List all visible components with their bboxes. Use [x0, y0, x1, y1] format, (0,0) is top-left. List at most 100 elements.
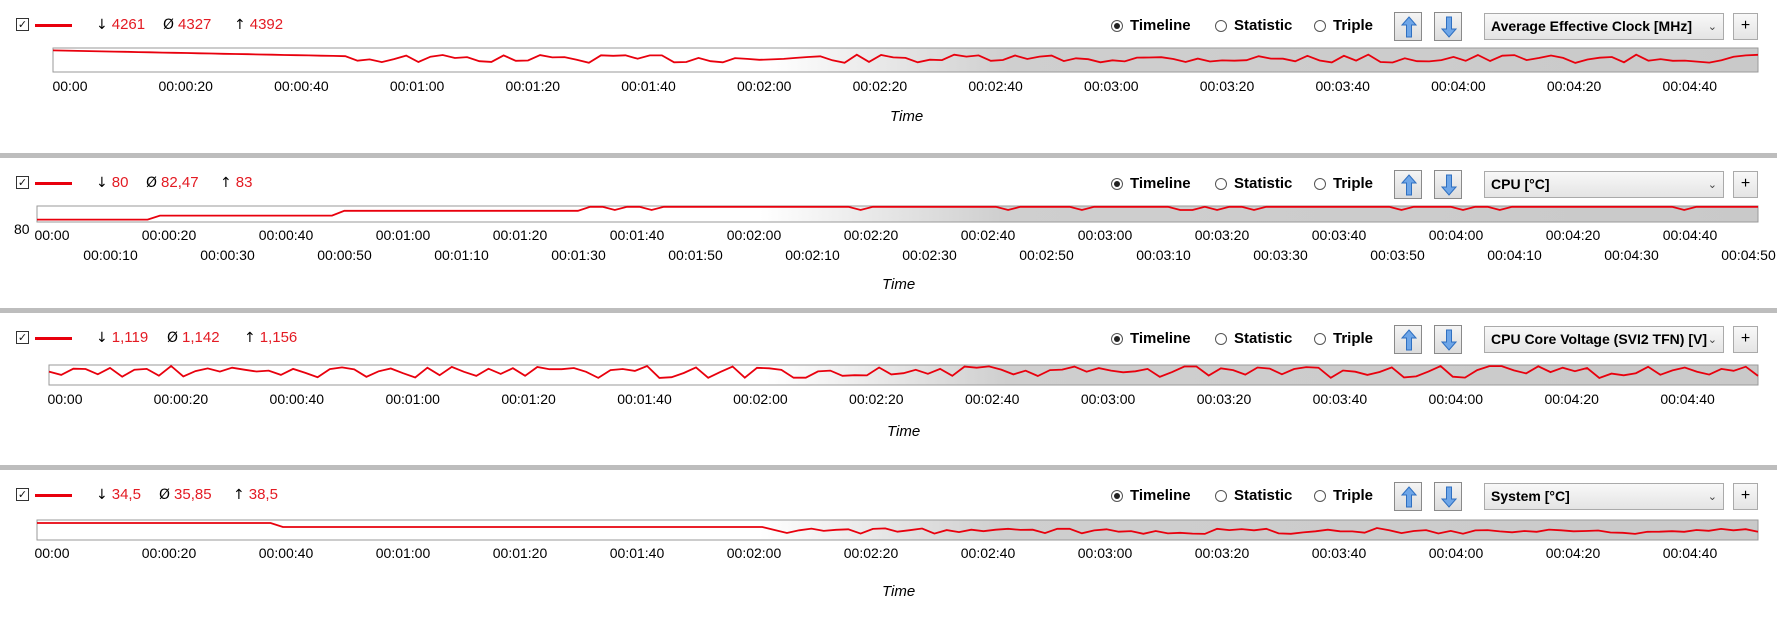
max-value: ↑ 4392: [234, 16, 284, 33]
x-tick-label-alt: 00:04:10: [1487, 247, 1542, 263]
move-down-button[interactable]: [1434, 12, 1462, 41]
panel-separator[interactable]: [0, 153, 1777, 158]
sensor-select[interactable]: CPU Core Voltage (SVI2 TFN) [V] ⌄: [1484, 326, 1724, 353]
radio-timeline[interactable]: Timeline: [1111, 487, 1191, 504]
sensor-select[interactable]: CPU [°C] ⌄: [1484, 171, 1724, 198]
x-tick-label: 00:02:00: [727, 227, 782, 243]
radio-timeline[interactable]: Timeline: [1111, 175, 1191, 192]
x-tick-label-alt: 00:04:30: [1604, 247, 1659, 263]
radio-statistic[interactable]: Statistic: [1215, 487, 1292, 504]
x-tick-label: 00:03:20: [1195, 227, 1250, 243]
x-tick-label-alt: 00:00:50: [317, 247, 372, 263]
max-arrow-icon: ↑: [233, 487, 245, 503]
plot-area[interactable]: [36, 519, 1759, 541]
x-tick-label: 00:00: [34, 545, 69, 561]
min-arrow-icon: ↓: [96, 17, 108, 33]
x-tick-label: 00:01:20: [493, 545, 548, 561]
series-line: [37, 522, 1759, 535]
radio-timeline[interactable]: Timeline: [1111, 330, 1191, 347]
x-tick-label: 00:04:00: [1429, 391, 1484, 407]
x-tick-label: 00:03:40: [1313, 391, 1368, 407]
move-up-button[interactable]: [1394, 12, 1422, 41]
move-up-button[interactable]: [1394, 170, 1422, 199]
x-tick-label: 00:01:00: [376, 227, 431, 243]
graph-panel-clock: ✓ ↓ 4261 Ø 4327 ↑ 4392 Timeline Statistic T…: [0, 0, 1777, 153]
max-value: ↑ 83: [220, 174, 253, 191]
x-tick-label-alt: 00:01:50: [668, 247, 723, 263]
x-axis-title: Time: [882, 276, 916, 293]
arrow-up-icon: [1401, 486, 1417, 508]
x-tick-label: 00:04:00: [1429, 227, 1484, 243]
max-arrow-icon: ↑: [234, 17, 246, 33]
visibility-checkbox[interactable]: ✓: [16, 488, 29, 501]
x-tick-label: 00:03:40: [1315, 78, 1370, 94]
x-tick-label: 00:03:40: [1312, 545, 1367, 561]
x-tick-label-alt: 00:04:50: [1721, 247, 1776, 263]
move-down-button[interactable]: [1434, 482, 1462, 511]
radio-triple[interactable]: Triple: [1314, 17, 1373, 34]
x-tick-label: 00:02:40: [965, 391, 1020, 407]
sensor-select[interactable]: System [°C] ⌄: [1484, 483, 1724, 510]
series-color-swatch[interactable]: [35, 182, 72, 185]
radio-statistic[interactable]: Statistic: [1215, 330, 1292, 347]
x-tick-label: 00:01:00: [385, 391, 440, 407]
radio-triple[interactable]: Triple: [1314, 175, 1373, 192]
x-tick-label: 00:01:00: [376, 545, 431, 561]
timeline-plot[interactable]: 00:00 00:00:20 00:00:40 00:01:00 00:01:20 00:…: [0, 357, 1777, 457]
x-axis-title: Time: [882, 583, 916, 600]
panel-header: ✓ ↓ 1,119 Ø 1,142 ↑ 1,156 Timeline Statisti…: [0, 313, 1777, 357]
move-down-button[interactable]: [1434, 325, 1462, 354]
visibility-checkbox[interactable]: ✓: [16, 18, 29, 31]
min-arrow-icon: ↓: [96, 175, 108, 191]
timeline-plot[interactable]: 00:00 00:00:20 00:00:40 00:01:00 00:01:20 00:…: [0, 202, 1777, 302]
add-graph-button[interactable]: +: [1733, 326, 1758, 353]
move-up-button[interactable]: [1394, 325, 1422, 354]
plot-area[interactable]: [52, 47, 1759, 73]
x-tick-label: 00:04:20: [1547, 78, 1602, 94]
radio-triple[interactable]: Triple: [1314, 487, 1373, 504]
plot-area[interactable]: [48, 364, 1759, 386]
x-tick-label: 00:02:40: [961, 227, 1016, 243]
radio-triple[interactable]: Triple: [1314, 330, 1373, 347]
radio-statistic[interactable]: Statistic: [1215, 175, 1292, 192]
timeline-plot[interactable]: 00:00 00:00:20 00:00:40 00:01:00 00:01:20 00:…: [0, 514, 1777, 614]
timeline-plot[interactable]: 00:00 00:00:20 00:00:40 00:01:00 00:01:20 00:…: [0, 44, 1777, 144]
plot-area[interactable]: [36, 205, 1759, 223]
panel-separator[interactable]: [0, 465, 1777, 470]
x-tick-label: 00:04:20: [1544, 391, 1599, 407]
min-value: ↓ 1,119: [96, 329, 149, 346]
series-color-swatch[interactable]: [35, 337, 72, 340]
chevron-down-icon: ⌄: [1707, 333, 1717, 346]
x-tick-label: 00:00:20: [154, 391, 209, 407]
x-tick-label: 00:01:40: [621, 78, 676, 94]
series-color-swatch[interactable]: [35, 24, 72, 27]
move-down-button[interactable]: [1434, 170, 1462, 199]
visibility-checkbox[interactable]: ✓: [16, 331, 29, 344]
x-tick-label: 00:00:40: [274, 78, 329, 94]
add-graph-button[interactable]: +: [1733, 13, 1758, 40]
max-value: ↑ 38,5: [233, 486, 278, 503]
series-line: [37, 205, 1758, 221]
x-tick-label-alt: 00:02:30: [902, 247, 957, 263]
x-tick-label: 00:03:00: [1084, 78, 1139, 94]
x-tick-label: 00:03:00: [1078, 545, 1133, 561]
move-up-button[interactable]: [1394, 482, 1422, 511]
x-tick-label: 00:04:40: [1663, 78, 1718, 94]
radio-statistic[interactable]: Statistic: [1215, 17, 1292, 34]
x-tick-label: 00:00:40: [270, 391, 325, 407]
panel-header: ✓ ↓ 34,5 Ø 35,85 ↑ 38,5 Timeline Statistic …: [0, 470, 1777, 514]
x-tick-label: 00:00: [52, 78, 87, 94]
panel-separator[interactable]: [0, 308, 1777, 313]
x-tick-label: 00:00: [34, 227, 69, 243]
x-tick-label-alt: 00:01:10: [434, 247, 489, 263]
min-arrow-icon: ↓: [96, 330, 108, 346]
sensor-select[interactable]: Average Effective Clock [MHz] ⌄: [1484, 13, 1724, 40]
add-graph-button[interactable]: +: [1733, 171, 1758, 198]
series-color-swatch[interactable]: [35, 494, 72, 497]
min-value: ↓ 34,5: [96, 486, 141, 503]
x-tick-label: 00:04:00: [1431, 78, 1486, 94]
chevron-down-icon: ⌄: [1707, 178, 1717, 191]
add-graph-button[interactable]: +: [1733, 483, 1758, 510]
radio-timeline[interactable]: Timeline: [1111, 17, 1191, 34]
visibility-checkbox[interactable]: ✓: [16, 176, 29, 189]
